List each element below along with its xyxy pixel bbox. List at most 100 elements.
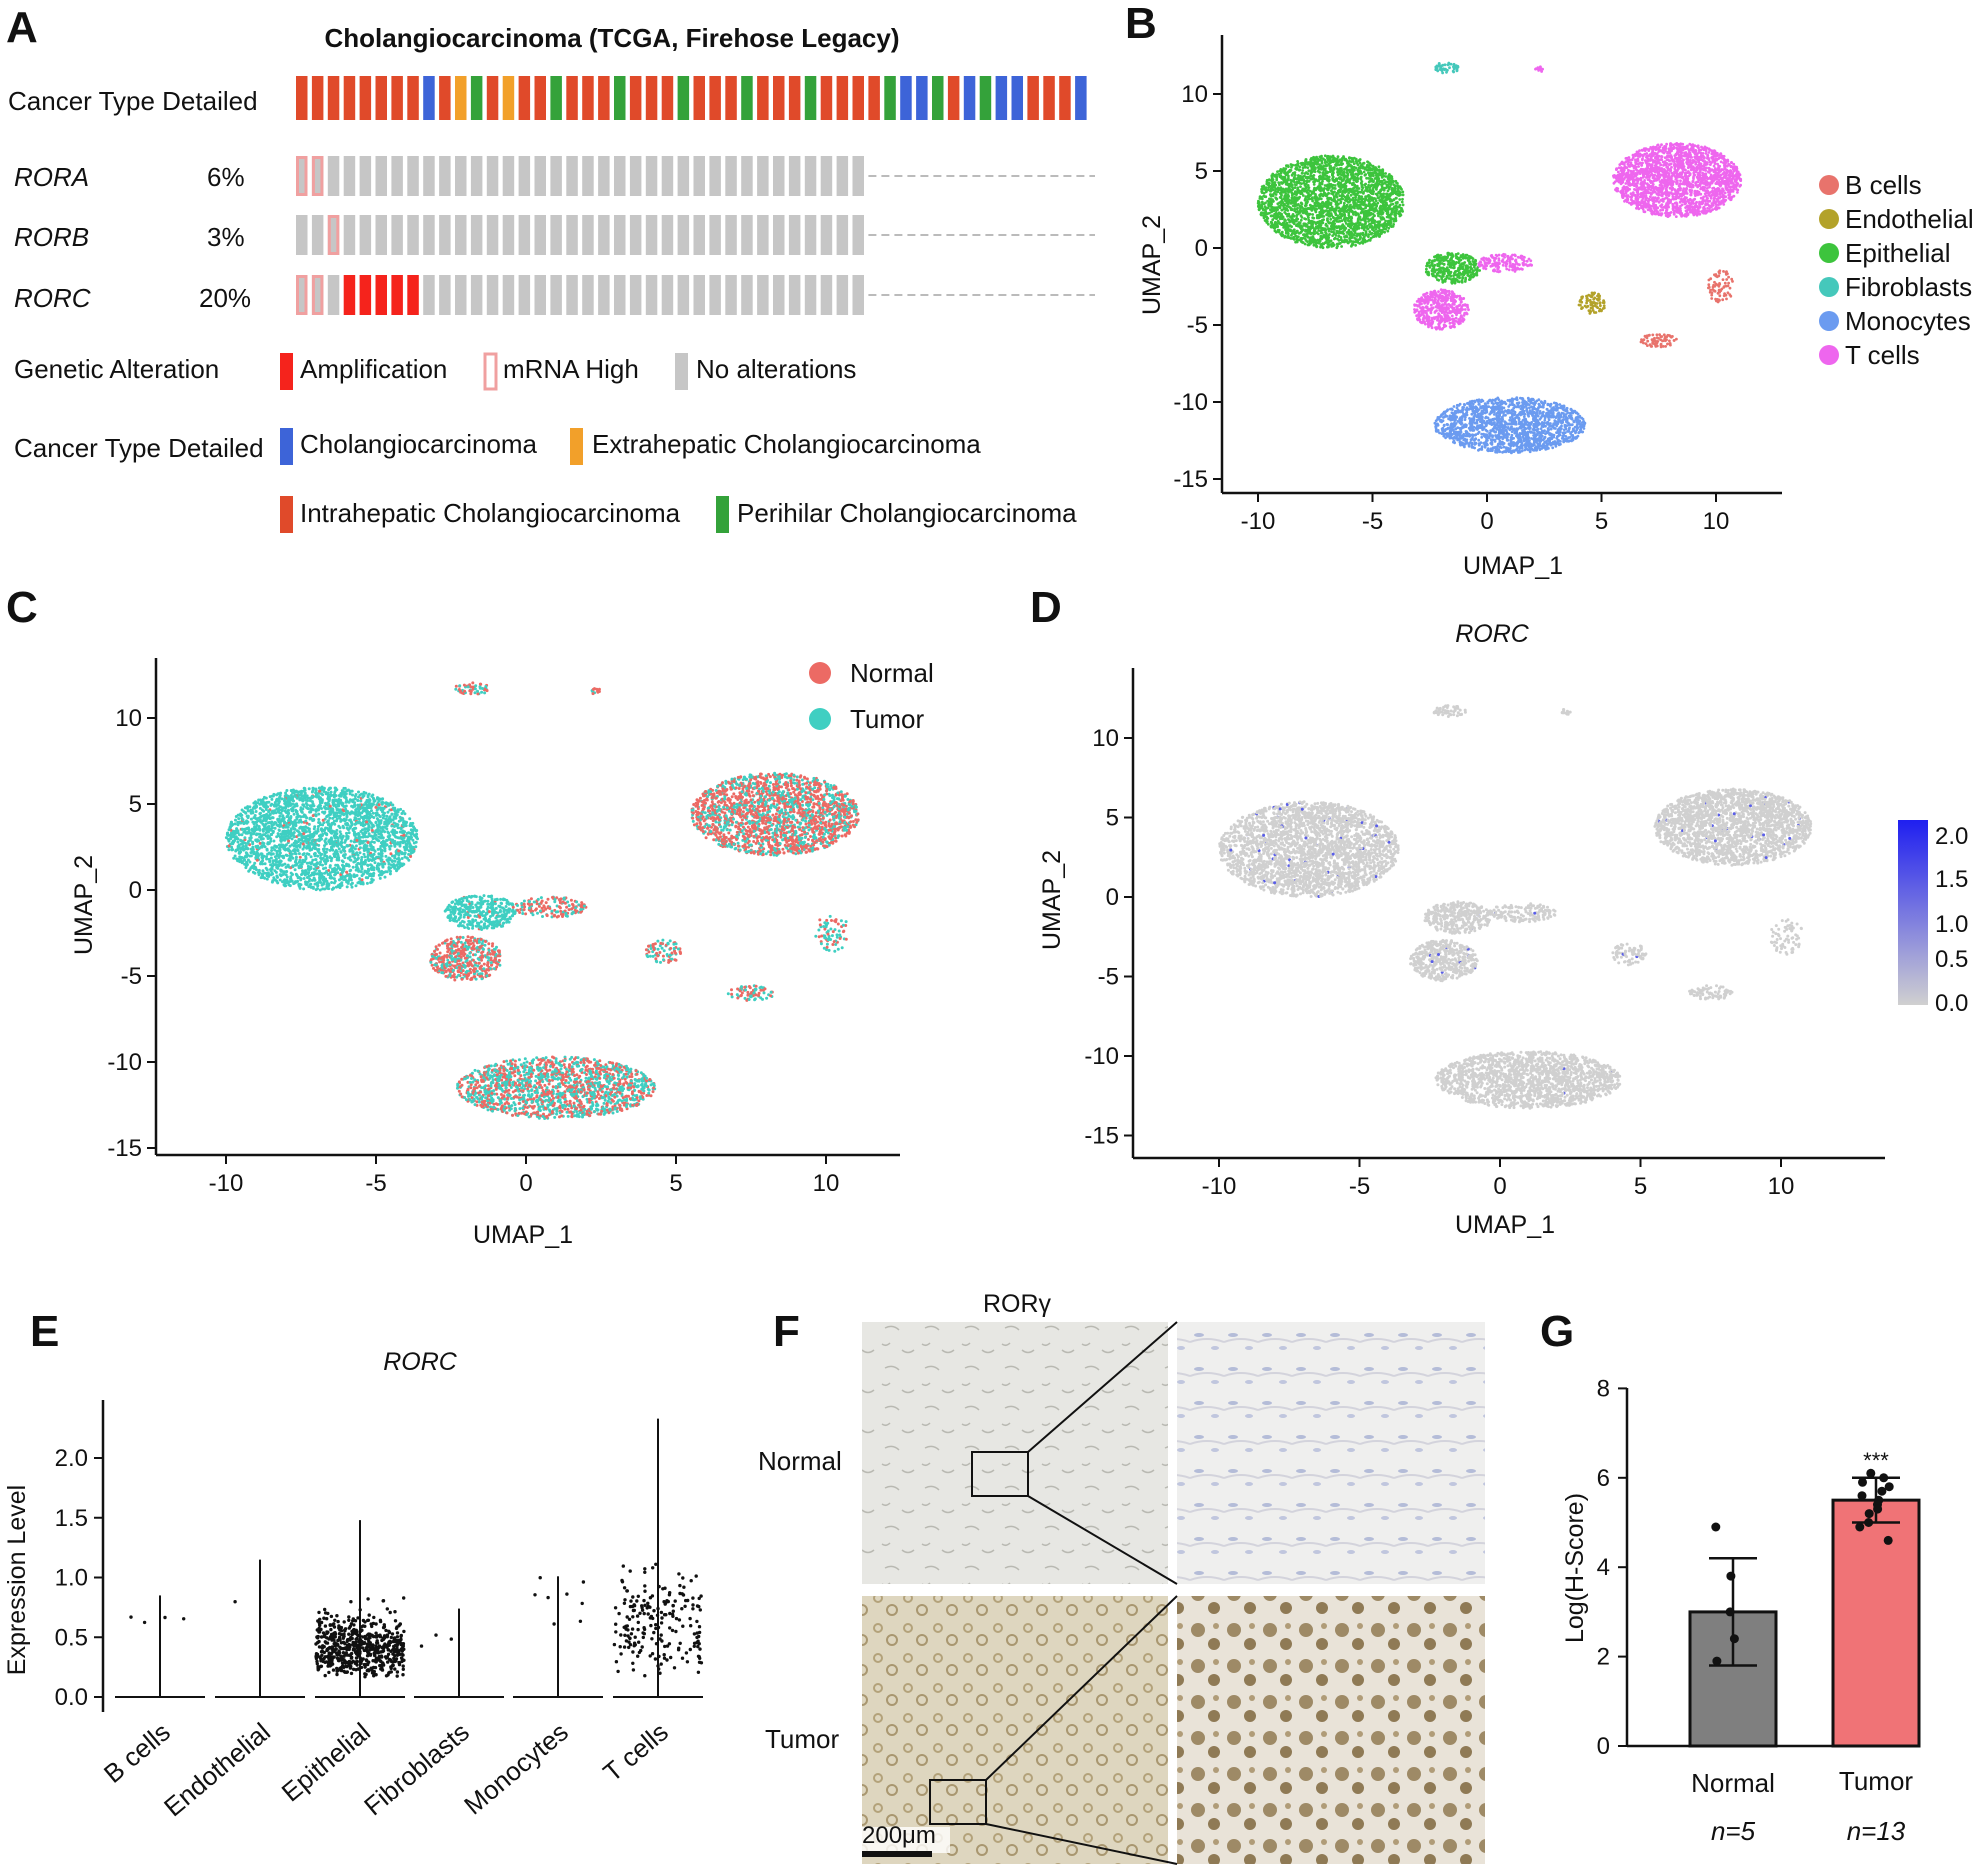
gene-label-rorc: RORC xyxy=(14,283,91,313)
umap-point xyxy=(1387,181,1391,185)
umap-point xyxy=(1398,185,1402,189)
umap-point xyxy=(1296,229,1299,233)
umap-point xyxy=(1657,148,1661,152)
umap-point xyxy=(1352,199,1356,203)
type-cell xyxy=(439,76,451,120)
umap-point xyxy=(1332,160,1335,164)
umap-point xyxy=(1320,228,1323,232)
umap-point xyxy=(1364,220,1367,224)
umap-point xyxy=(1374,206,1378,210)
umap-point xyxy=(1624,157,1628,160)
umap-point xyxy=(1352,186,1356,190)
umap-point xyxy=(1695,213,1699,217)
umap-point xyxy=(1718,153,1721,157)
umap-point xyxy=(1313,201,1317,205)
umap-point xyxy=(1290,196,1294,200)
umap-point xyxy=(1263,219,1267,222)
type-cell xyxy=(486,76,499,120)
umap-point xyxy=(1660,169,1664,173)
type-cell xyxy=(1011,76,1023,120)
umap-point xyxy=(1644,161,1648,164)
umap-point xyxy=(1304,217,1308,221)
sample-cell-rorc xyxy=(518,275,531,315)
legend-swatch-amplification xyxy=(280,353,293,390)
umap-point xyxy=(1460,280,1464,284)
umap-point xyxy=(1291,188,1295,191)
umap-point xyxy=(1644,198,1648,202)
umap-point xyxy=(1714,182,1718,185)
type-cell xyxy=(455,76,467,120)
umap-point xyxy=(1425,267,1428,271)
type-cell xyxy=(820,76,833,120)
umap-point xyxy=(1657,154,1661,158)
umap-point xyxy=(1373,221,1376,225)
umap-point xyxy=(1708,148,1711,152)
umap-point xyxy=(1665,158,1669,162)
umap-point xyxy=(1300,216,1304,219)
umap-point xyxy=(1384,204,1388,208)
legend-swatch-cholangiocarcinoma xyxy=(280,428,293,465)
gene-pct-rora: 6% xyxy=(207,162,245,192)
umap-point xyxy=(1472,263,1476,267)
panel-a: A Cholangiocarcinoma (TCGA, Firehose Leg… xyxy=(6,3,1095,533)
umap-point xyxy=(1383,222,1387,226)
sample-cell-rorc xyxy=(598,275,610,315)
umap-point xyxy=(1458,276,1461,280)
sample-cell-rora xyxy=(375,156,387,196)
umap-point xyxy=(1314,241,1318,245)
umap-point xyxy=(1711,190,1714,193)
umap-point xyxy=(1340,238,1343,242)
umap-point xyxy=(1338,177,1342,181)
sample-cell-rorc xyxy=(852,275,864,315)
umap-point xyxy=(1658,175,1662,179)
umap-point xyxy=(1657,200,1661,204)
umap-point xyxy=(1629,195,1632,199)
umap-point xyxy=(1345,231,1349,234)
umap-point xyxy=(1364,185,1368,189)
umap-point xyxy=(1323,158,1327,162)
umap-point xyxy=(1342,156,1346,160)
umap-point xyxy=(1673,175,1677,178)
umap-point xyxy=(1712,164,1716,168)
umap-point xyxy=(1461,277,1464,280)
umap-point xyxy=(1372,197,1376,200)
umap-point xyxy=(1689,161,1693,164)
umap-point xyxy=(1671,202,1675,206)
umap-point xyxy=(1392,217,1395,221)
umap-point xyxy=(1367,238,1371,242)
umap-point xyxy=(1302,162,1305,165)
umap-point xyxy=(1321,177,1325,181)
umap-point xyxy=(1331,175,1335,179)
umap-point xyxy=(1387,204,1391,208)
umap-point xyxy=(1305,223,1309,227)
type-cell xyxy=(1043,76,1055,120)
umap-point xyxy=(1697,155,1701,159)
umap-point xyxy=(1689,155,1692,159)
sample-cell-rora xyxy=(804,156,817,196)
umap-point xyxy=(1287,218,1290,221)
legend-swatch-no-alterations xyxy=(675,353,688,390)
umap-point xyxy=(1691,145,1694,149)
umap-point xyxy=(1317,216,1321,220)
umap-point xyxy=(1308,236,1312,240)
umap-point xyxy=(1390,181,1394,184)
umap-point xyxy=(1692,173,1696,177)
umap-point xyxy=(1295,213,1299,217)
umap-point xyxy=(1331,221,1335,224)
umap-point xyxy=(1445,256,1449,260)
umap-point xyxy=(1674,215,1678,219)
sample-cell-rorc xyxy=(423,275,435,315)
umap-point xyxy=(1285,180,1289,184)
type-cell xyxy=(709,76,721,120)
umap-point xyxy=(1624,166,1627,169)
sample-cell-rorc xyxy=(375,275,387,315)
umap-point xyxy=(1660,203,1664,207)
umap-point xyxy=(1343,235,1347,239)
umap-point xyxy=(1466,259,1470,262)
umap-point xyxy=(1372,201,1376,205)
umap-point xyxy=(1426,261,1429,265)
umap-point xyxy=(1707,182,1710,186)
umap-point xyxy=(1335,246,1339,250)
sample-cell-rorc xyxy=(455,275,467,315)
umap-point xyxy=(1401,203,1405,207)
